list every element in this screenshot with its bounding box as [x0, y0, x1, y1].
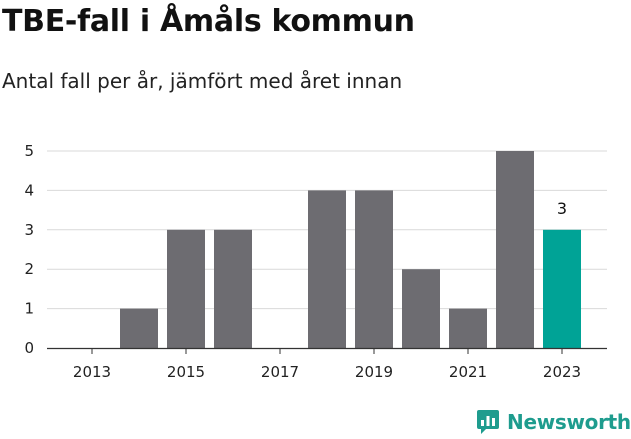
- bar-2015: [167, 229, 205, 348]
- y-tick-label: 5: [24, 142, 34, 160]
- bar-chart: 0 1 2 3 4 5 2013 2015 2017 2019 2021 2023 3: [24, 142, 607, 381]
- x-tick-label: 2023: [543, 363, 581, 381]
- x-tick-label: 2017: [261, 363, 299, 381]
- y-axis-labels: 0 1 2 3 4 5: [24, 142, 34, 357]
- value-labels: 3: [557, 199, 567, 218]
- x-tick-label: 2013: [73, 363, 111, 381]
- x-tick-label: 2019: [355, 363, 393, 381]
- x-axis: 2013 2015 2017 2019 2021 2023: [47, 347, 607, 381]
- chart-subtitle: Antal fall per år, jämfört med året inna…: [2, 69, 403, 93]
- y-tick-label: 0: [24, 339, 34, 357]
- newsworthy-brand[interactable]: Newsworthy: [476, 406, 631, 438]
- x-tick-label: 2021: [449, 363, 487, 381]
- bar-2022: [496, 151, 534, 348]
- bars: [120, 151, 581, 348]
- x-tick-label: 2015: [167, 363, 205, 381]
- bar-2014: [120, 308, 158, 348]
- brand-name: Newsworthy: [507, 410, 631, 434]
- y-tick-label: 2: [24, 260, 34, 278]
- value-label-2023: 3: [557, 199, 567, 218]
- bar-2019: [355, 190, 393, 348]
- bar-2021: [449, 308, 487, 348]
- bar-2018: [308, 190, 346, 348]
- y-tick-label: 1: [24, 300, 34, 318]
- bar-2016: [214, 229, 252, 348]
- chart-title: TBE-fall i Åmåls kommun: [2, 4, 415, 39]
- y-tick-label: 3: [24, 221, 34, 239]
- bar-2020: [402, 269, 440, 348]
- y-tick-label: 4: [24, 181, 34, 199]
- bar-2023: [543, 229, 581, 348]
- newsworthy-logo-icon: [477, 410, 499, 434]
